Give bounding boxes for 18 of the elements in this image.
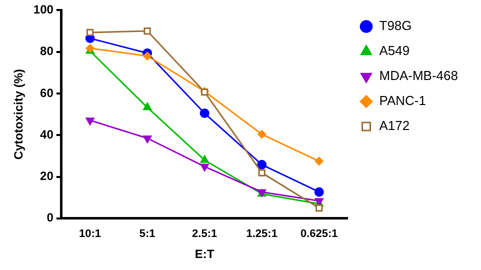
y-tick-label: 100 [33,2,54,17]
x-tick-label: 0.625:1 [300,228,338,240]
legend-label: T98G [379,18,412,34]
x-tick-label: 2.5:1 [192,228,218,240]
y-axis-title: Cytotoxicity (%) [12,68,26,160]
legend-label: PANC-1 [379,93,426,108]
y-tick-label: 0 [46,210,54,225]
x-axis-title: E:T [194,247,215,262]
legend-label: MDA-MB-468 [379,68,458,84]
y-tick-label: 20 [40,169,54,184]
x-tick-label: 5:1 [139,228,156,240]
x-tick-label: 10:1 [79,228,102,240]
legend-label: A549 [379,43,410,58]
y-tick-label: 80 [40,44,54,58]
y-tick-label: 60 [40,86,54,100]
y-tick-label: 40 [40,127,54,142]
x-tick-label: 1.25:1 [246,228,278,240]
legend-label: A172 [379,118,410,134]
